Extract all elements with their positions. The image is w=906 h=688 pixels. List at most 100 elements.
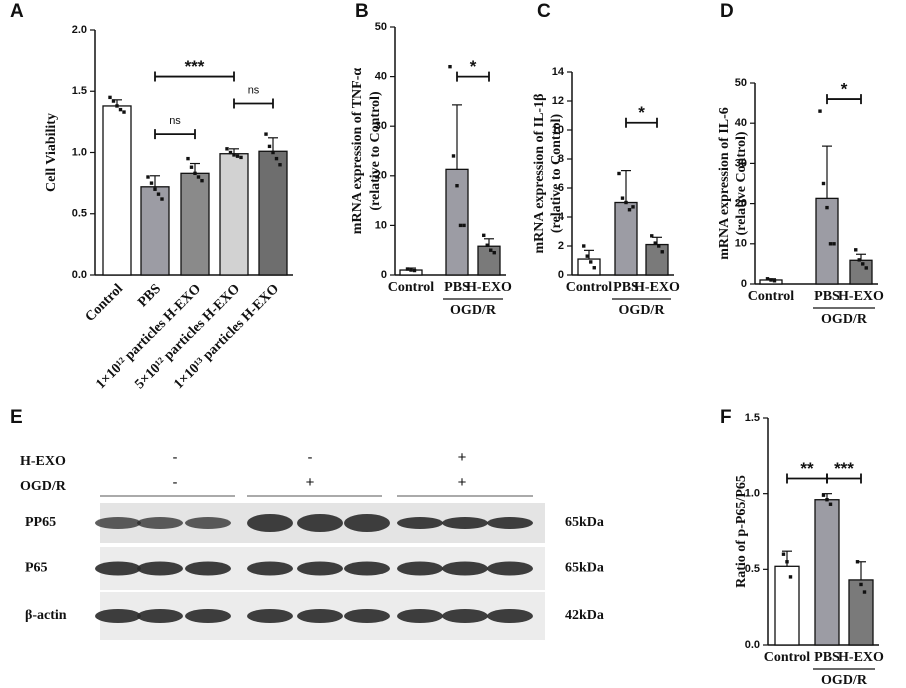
band-size: 65kDa	[565, 515, 604, 530]
y-tick-label: 1.5	[745, 412, 760, 424]
data-point	[857, 258, 861, 262]
error-bar	[856, 561, 866, 580]
y-axis-label: mRNA expression of IL-6	[717, 107, 732, 260]
x-tick-label: H-EXO	[838, 650, 884, 665]
data-point	[405, 267, 410, 271]
panel-label: E	[10, 407, 23, 428]
data-point	[200, 178, 204, 183]
blot-band	[95, 561, 141, 576]
bar	[219, 153, 249, 276]
data-point	[149, 181, 154, 185]
significance-label: *	[470, 57, 477, 76]
y-tick-label: 30	[735, 157, 747, 169]
data-point	[769, 278, 773, 282]
y-tick-label: 0.5	[745, 563, 760, 575]
blot-band	[95, 609, 141, 623]
blot-band	[297, 609, 343, 623]
blot-band	[344, 561, 390, 576]
data-point	[821, 493, 826, 497]
data-point	[582, 244, 586, 248]
panel-label: B	[355, 1, 369, 22]
row-sign: -	[308, 449, 313, 466]
y-tick-label: 1.0	[745, 488, 760, 500]
error-bar	[584, 249, 594, 260]
blot-band	[442, 609, 488, 623]
data-point	[653, 241, 657, 245]
data-point	[631, 205, 635, 209]
x-tick-label: PBS	[135, 281, 164, 310]
error-bar	[150, 175, 160, 187]
blot-band	[137, 609, 183, 623]
data-point	[448, 64, 452, 69]
data-point	[589, 260, 593, 264]
bar	[577, 258, 601, 276]
data-point	[412, 268, 417, 273]
y-axis-label: mRNA expression of IL-1β	[532, 94, 547, 254]
data-point	[864, 266, 868, 270]
row-sign: -	[173, 474, 178, 491]
data-point	[650, 234, 654, 238]
x-tick-label: PBS	[814, 650, 840, 665]
blot-band	[487, 517, 533, 529]
significance-label: *	[638, 103, 645, 122]
panel-label: C	[537, 1, 551, 22]
blot-band	[297, 514, 343, 532]
y-axis-label: Ratio of p-P65/P65	[734, 475, 749, 588]
blot-band	[442, 561, 488, 576]
data-point	[492, 250, 496, 255]
blot-band	[344, 514, 390, 532]
error-bar	[229, 148, 239, 154]
x-tick-label: Control	[764, 650, 811, 665]
data-point	[189, 165, 194, 169]
data-point	[462, 223, 466, 228]
data-point	[861, 262, 865, 266]
data-point	[451, 154, 456, 158]
data-point	[153, 187, 157, 191]
row-label: OGD/R	[20, 479, 67, 494]
data-point	[228, 150, 233, 155]
bar	[140, 186, 170, 276]
data-point	[115, 104, 119, 108]
data-point	[267, 144, 272, 149]
data-point	[657, 244, 661, 248]
group-label: OGD/R	[619, 303, 666, 318]
data-point	[859, 582, 863, 587]
bar	[645, 243, 669, 276]
blot-band	[185, 561, 231, 576]
significance-label: ***	[834, 459, 854, 478]
data-point	[627, 208, 632, 212]
x-tick-label: PBS	[613, 280, 639, 295]
data-point	[235, 154, 240, 158]
panel-label: D	[720, 1, 734, 22]
data-point	[278, 163, 282, 167]
data-point	[825, 205, 829, 210]
panel-label: F	[720, 407, 732, 428]
data-point	[489, 248, 493, 252]
y-tick-label: 4	[558, 211, 565, 223]
data-point	[765, 277, 770, 281]
y-tick-label: 1.0	[72, 146, 87, 158]
y-tick-label: 20	[735, 198, 747, 210]
data-point	[111, 99, 116, 103]
significance-label: ***	[185, 57, 205, 76]
blot-band	[185, 517, 231, 529]
y-axis-label: Cell Viability	[44, 113, 59, 192]
data-point	[146, 175, 150, 179]
y-tick-label: 50	[735, 77, 747, 89]
y-tick-label: 30	[375, 120, 387, 132]
significance-bracket	[826, 94, 862, 105]
data-point	[232, 153, 236, 157]
data-point	[772, 279, 777, 283]
significance-bracket	[154, 129, 196, 140]
y-axis-label: (relative Control)	[734, 131, 749, 235]
y-tick-label: 10	[375, 219, 387, 231]
data-point	[825, 498, 829, 502]
y-tick-label: 20	[375, 170, 387, 182]
y-tick-label: 10	[735, 238, 747, 250]
data-point	[225, 147, 229, 151]
error-bar	[822, 145, 832, 199]
blot-band	[487, 609, 533, 623]
y-tick-label: 2	[558, 240, 564, 252]
error-bar	[452, 104, 462, 170]
